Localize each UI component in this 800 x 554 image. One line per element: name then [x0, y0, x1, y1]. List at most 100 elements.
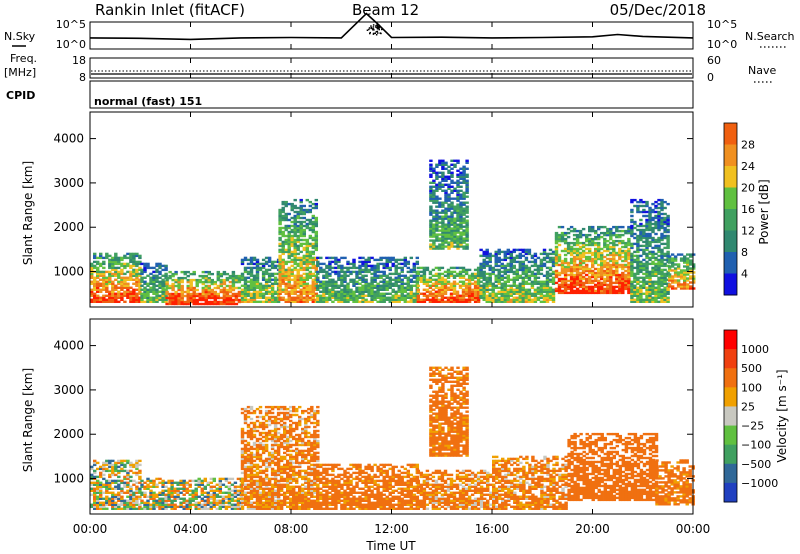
- power-cell: [459, 215, 463, 218]
- power-cell: [425, 284, 430, 287]
- power-cell: [621, 225, 625, 229]
- power-cell: [443, 270, 448, 274]
- power-cell: [667, 265, 672, 268]
- power-cell: [440, 284, 445, 287]
- power-cell: [578, 231, 583, 235]
- velocity-cell: [96, 461, 100, 465]
- power-cell: [648, 228, 652, 232]
- power-cell: [290, 264, 294, 268]
- power-cell: [456, 231, 460, 234]
- power-cell: [114, 254, 118, 258]
- power-cell: [683, 277, 687, 280]
- power-cell: [228, 280, 233, 284]
- power-cell: [462, 181, 466, 184]
- power-cell: [155, 292, 159, 295]
- power-cell: [488, 298, 492, 301]
- power-cell: [429, 173, 433, 176]
- power-cell: [243, 294, 248, 297]
- velocity-cell: [114, 481, 118, 484]
- velocity-cell: [200, 489, 205, 492]
- power-cell: [161, 264, 165, 268]
- power-cell: [296, 238, 300, 242]
- power-cell: [503, 280, 508, 283]
- velocity-cell: [126, 483, 130, 486]
- power-cell: [207, 296, 212, 300]
- power-cell: [548, 286, 553, 289]
- power-cell: [560, 267, 565, 271]
- power-cell: [444, 229, 448, 232]
- power-cell: [566, 261, 571, 265]
- power-cell: [456, 161, 460, 164]
- power-cell: [96, 256, 100, 260]
- power-cell: [204, 270, 209, 274]
- power-cell: [96, 260, 100, 264]
- velocity-cell: [129, 497, 133, 500]
- power-cell: [311, 292, 316, 295]
- power-cell: [449, 266, 454, 270]
- power-cell: [689, 253, 693, 256]
- nsearch-dot: [381, 28, 383, 31]
- velocity-cell: [143, 507, 147, 510]
- power-cell: [382, 280, 386, 283]
- power-cell: [140, 276, 144, 279]
- power-cell: [621, 251, 625, 255]
- power-cell: [572, 283, 577, 287]
- power-cell: [536, 280, 541, 283]
- power-cell: [183, 302, 187, 306]
- power-cell: [437, 298, 442, 301]
- power-cell: [572, 229, 577, 233]
- power-cell: [432, 167, 436, 170]
- power-cell: [630, 198, 634, 202]
- power-cell: [403, 256, 408, 260]
- power-cell: [278, 250, 282, 254]
- power-cell: [456, 197, 460, 200]
- power-cell: [572, 265, 577, 269]
- power-cell: [651, 250, 655, 254]
- nsearch-dot: [372, 28, 374, 30]
- power-cell: [591, 237, 595, 241]
- power-cell: [105, 254, 109, 258]
- power-cell: [290, 208, 294, 212]
- power-cell: [512, 270, 517, 274]
- power-cell: [569, 289, 574, 293]
- velocity-cell: [132, 507, 136, 510]
- power-cell: [438, 181, 442, 184]
- power-cell: [648, 292, 652, 295]
- power-cell: [660, 256, 664, 260]
- power-cell: [606, 239, 610, 243]
- power-cell: [449, 282, 454, 285]
- power-colorbar-tick: 12: [741, 225, 755, 238]
- power-cell: [180, 302, 184, 306]
- power-cell: [400, 258, 404, 262]
- nave-right-tick-top: 60: [707, 54, 721, 67]
- power-cell: [146, 262, 150, 266]
- velocity-cell: [197, 483, 201, 486]
- nsearch-dot: [375, 34, 378, 36]
- power-cell: [219, 278, 224, 282]
- power-cell: [572, 261, 577, 265]
- power-cell: [627, 255, 631, 259]
- power-cell: [563, 259, 568, 263]
- power-cell: [138, 284, 142, 287]
- power-cell: [138, 278, 142, 281]
- power-cell: [198, 278, 202, 282]
- power-cell: [231, 284, 236, 288]
- power-cell: [503, 256, 508, 260]
- power-cell: [416, 294, 421, 297]
- velocity-cell: [212, 489, 217, 492]
- velocity-cell: [120, 501, 124, 504]
- power-cell: [180, 296, 184, 300]
- power-cell: [524, 258, 529, 262]
- power-cell: [343, 278, 347, 281]
- power-cell: [409, 284, 414, 287]
- power-cell: [624, 255, 628, 259]
- power-cell: [96, 280, 100, 283]
- velocity-cell: [120, 497, 124, 500]
- power-cell: [515, 298, 520, 301]
- power-cell: [491, 282, 495, 285]
- power-cell: [441, 229, 445, 232]
- power-cell: [123, 276, 127, 279]
- power-cell: [660, 222, 664, 226]
- power-cell: [654, 246, 658, 250]
- power-cell: [278, 282, 282, 285]
